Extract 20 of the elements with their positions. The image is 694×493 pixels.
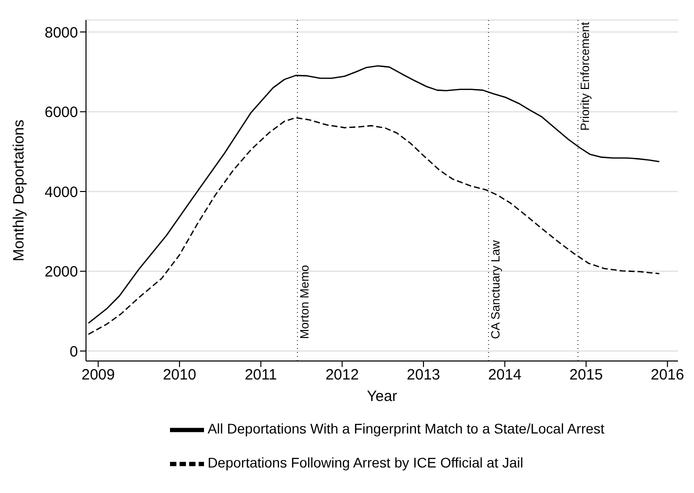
y-tick-label: 0 xyxy=(70,343,78,360)
x-tick-label: 2014 xyxy=(488,366,522,384)
x-tick-label: 2011 xyxy=(244,366,277,384)
x-tick-label: 2009 xyxy=(82,366,115,384)
y-tick-label: 8000 xyxy=(44,24,78,42)
ref-line-label: Priority Enforcement xyxy=(578,21,592,131)
x-tick-label: 2016 xyxy=(650,366,684,384)
legend-label: All Deportations With a Fingerprint Match to a State/Local Arrest xyxy=(208,420,604,437)
x-tick-label: 2010 xyxy=(162,366,196,384)
ref-line-label: Morton Memo xyxy=(297,264,312,339)
x-tick-label: 2012 xyxy=(325,366,359,384)
x-tick-label: 2015 xyxy=(569,366,603,384)
ref-line-label: CA Sanctuary Law xyxy=(488,240,503,339)
y-tick-label: 4000 xyxy=(44,184,78,201)
x-axis-title: Year xyxy=(366,388,398,405)
y-tick-label: 6000 xyxy=(44,104,78,122)
legend-label: Deportations Following Arrest by ICE Official at Jail xyxy=(208,454,524,471)
y-tick-label: 2000 xyxy=(44,264,78,281)
y-axis-title: Monthly Deportations xyxy=(10,120,28,262)
x-tick-label: 2013 xyxy=(406,366,440,384)
